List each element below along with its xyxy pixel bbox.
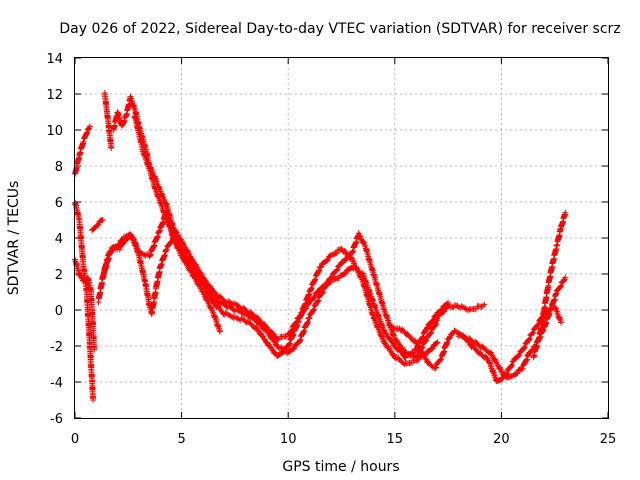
series-markers (530, 209, 569, 361)
series-markers (110, 93, 452, 361)
series-markers (423, 301, 488, 331)
x-tick-label: 25 (600, 432, 617, 447)
y-tick-label: 0 (55, 304, 63, 319)
x-tick-label: 0 (71, 432, 79, 447)
y-tick-label: -4 (50, 376, 63, 391)
x-axis-label: GPS time / hours (282, 459, 399, 475)
y-tick-label: -2 (50, 340, 63, 355)
series-track (110, 93, 452, 361)
series-track (131, 113, 441, 368)
chart-title: Day 026 of 2022, Sidereal Day-to-day VTE… (59, 21, 620, 37)
x-tick-label: 10 (280, 432, 297, 447)
series-track (423, 301, 488, 331)
x-tick-label: 15 (387, 432, 404, 447)
y-tick-label: 10 (46, 124, 63, 139)
series-track (530, 209, 569, 361)
series-track (101, 90, 115, 151)
y-tick-label: 8 (55, 160, 63, 175)
y-tick-label: 6 (55, 196, 63, 211)
tick-labels: 0 5 10 15 20 25 -6 -4 -2 0 2 4 6 8 10 12 14 (46, 52, 616, 447)
x-tick-label: 20 (493, 432, 510, 447)
series-markers (89, 217, 106, 234)
series-markers (101, 90, 115, 151)
y-tick-label: 12 (46, 88, 63, 103)
y-tick-label: -6 (50, 412, 63, 427)
plot-frame (74, 57, 609, 419)
y-tick-label: 4 (55, 232, 63, 247)
y-tick-label: 2 (55, 268, 63, 283)
series-markers (131, 113, 441, 368)
y-axis-label: SDTVAR / TECUs (6, 181, 22, 296)
x-tick-label: 5 (177, 432, 185, 447)
series-track (89, 217, 106, 234)
y-tick-label: 14 (46, 52, 63, 67)
